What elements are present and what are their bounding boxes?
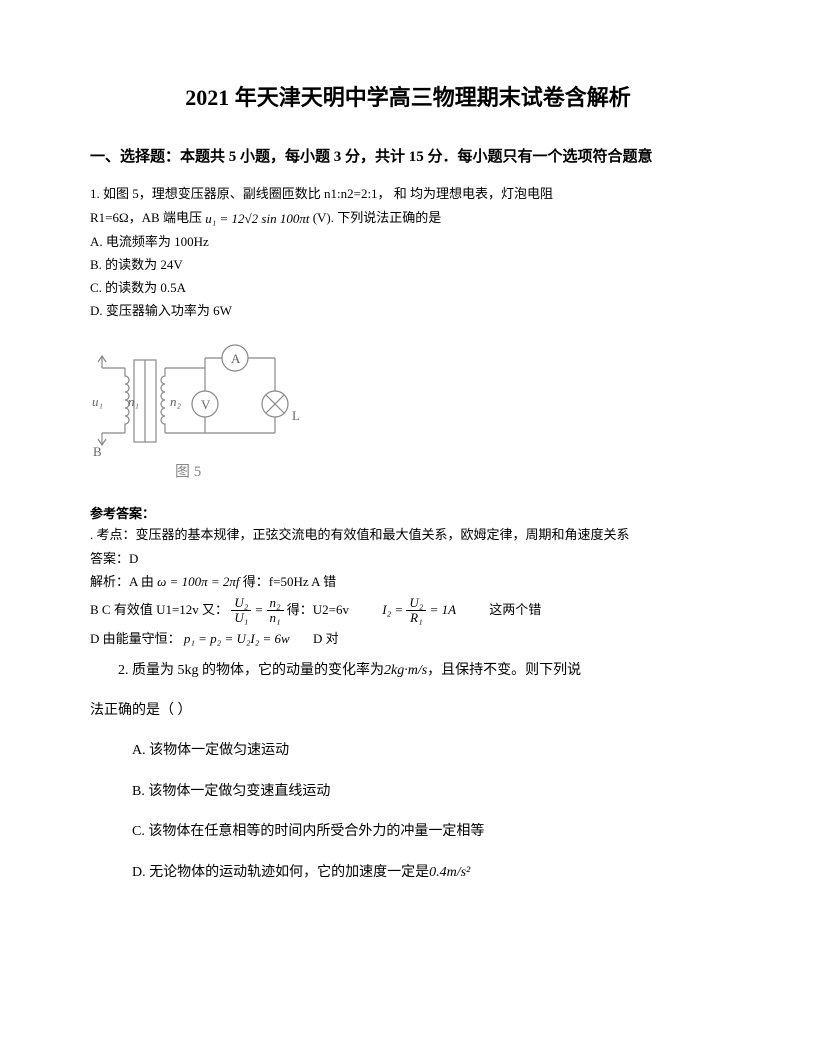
analysis-d: D 由能量守恒： p₁ = p₂ = U₂I₂ = 6w D 对 — [90, 629, 726, 650]
q2-line1-pre: 2. 质量为 5kg 的物体，它的动量的变化率为 — [118, 663, 384, 678]
q2-option-c: C. 该物体在任意相等的时间内所受合外力的冲量一定相等 — [132, 821, 726, 843]
circuit-n1-label: n₁ — [128, 394, 139, 409]
q1-option-c: C. 的读数为 0.5A — [90, 278, 726, 299]
q1-line2: R1=6Ω，AB 端电压 u₁ = 12√2 sin 100πt (V). 下列… — [90, 208, 726, 229]
analysis-bc: B C 有效值 U1=12v 又： U₂U₁ = n₂n₁ 得：U2=6v I₂… — [90, 596, 726, 626]
circuit-figure-label: 图 5 — [175, 463, 201, 480]
analysis-a: 解析：A 由 ω = 100π = 2πf 得：f=50Hz A 错 — [90, 572, 726, 593]
q1-option-a: A. 电流频率为 100Hz — [90, 232, 726, 253]
eq-1a: = 1A — [430, 602, 456, 617]
frac-u2u1: U₂U₁ — [231, 596, 251, 626]
analysis-d-pre: D 由能量守恒： — [90, 631, 181, 646]
i2-formula: I₂ = — [382, 602, 406, 617]
question-1: 1. 如图 5，理想变压器原、副线圈匝数比 n1:n2=2:1， 和 均为理想电… — [90, 184, 726, 321]
answer-text: 答案：D — [90, 549, 726, 570]
circuit-lamp-label: L — [292, 408, 300, 423]
q2-option-d: D. 无论物体的运动轨迹如何，它的加速度一定是0.4m/s² — [132, 862, 726, 884]
analysis-d-post: D 对 — [313, 631, 339, 646]
q1-line2-post: (V). 下列说法正确的是 — [313, 210, 442, 225]
circuit-ammeter-label: A — [231, 351, 241, 366]
eq-sign1: = — [254, 602, 266, 617]
analysis-point: . 考点：变压器的基本规律，正弦交流电的有效值和最大值关系，欧姆定律，周期和角速… — [90, 525, 726, 546]
circuit-u1-label: u₁ — [92, 394, 103, 409]
circuit-diagram: u₁ n₁ n₂ A V L B 图 5 — [90, 338, 310, 483]
analysis-d-formula: p₁ = p₂ = U₂I₂ = 6w — [184, 631, 290, 646]
q1-option-d: D. 变压器输入功率为 6W — [90, 301, 726, 322]
analysis-bc-pre: B C 有效值 U1=12v 又： — [90, 602, 228, 617]
q1-line2-pre: R1=6Ω，AB 端电压 — [90, 210, 202, 225]
question-2: 2. 质量为 5kg 的物体，它的动量的变化率为2kg·m/s，且保持不变。则下… — [90, 660, 726, 723]
q1-formula1: u₁ = 12√2 sin 100πt — [205, 209, 309, 230]
section-header: 一、选择题：本题共 5 小题，每小题 3 分，共计 15 分．每小题只有一个选项… — [90, 145, 726, 169]
analysis-bc-mid: 得：U2=6v — [287, 602, 349, 617]
analysis-bc-post: 这两个错 — [489, 602, 541, 617]
frac-u2r1: U₂R₁ — [406, 596, 426, 626]
q2-line1: 2. 质量为 5kg 的物体，它的动量的变化率为2kg·m/s，且保持不变。则下… — [90, 660, 726, 682]
circuit-n2-label: n₂ — [170, 394, 182, 409]
q2-formula1: 2kg·m/s — [384, 663, 427, 678]
frac-n2n1: n₂n₁ — [267, 596, 284, 626]
q2-option-b: B. 该物体一定做匀变速直线运动 — [132, 781, 726, 803]
analysis-a-post: 得：f=50Hz A 错 — [243, 574, 336, 589]
q2-optd-formula: 0.4m/s² — [429, 865, 470, 880]
analysis-a-formula: ω = 100π = 2πf — [157, 574, 239, 589]
circuit-voltmeter-label: V — [201, 397, 211, 412]
q2-line2: 法正确的是（ ） — [90, 700, 726, 722]
page-title: 2021 年天津天明中学高三物理期末试卷含解析 — [90, 80, 726, 115]
q1-option-b: B. 的读数为 24V — [90, 255, 726, 276]
q2-optd-pre: D. 无论物体的运动轨迹如何，它的加速度一定是 — [132, 865, 429, 880]
q2-line1-post: ，且保持不变。则下列说 — [427, 663, 581, 678]
answer-label: 参考答案： — [90, 504, 726, 525]
q1-line1: 1. 如图 5，理想变压器原、副线圈匝数比 n1:n2=2:1， 和 均为理想电… — [90, 184, 726, 205]
q2-option-a: A. 该物体一定做匀速运动 — [132, 740, 726, 762]
circuit-b-label: B — [93, 444, 102, 459]
analysis-a-pre: 解析：A 由 — [90, 574, 154, 589]
